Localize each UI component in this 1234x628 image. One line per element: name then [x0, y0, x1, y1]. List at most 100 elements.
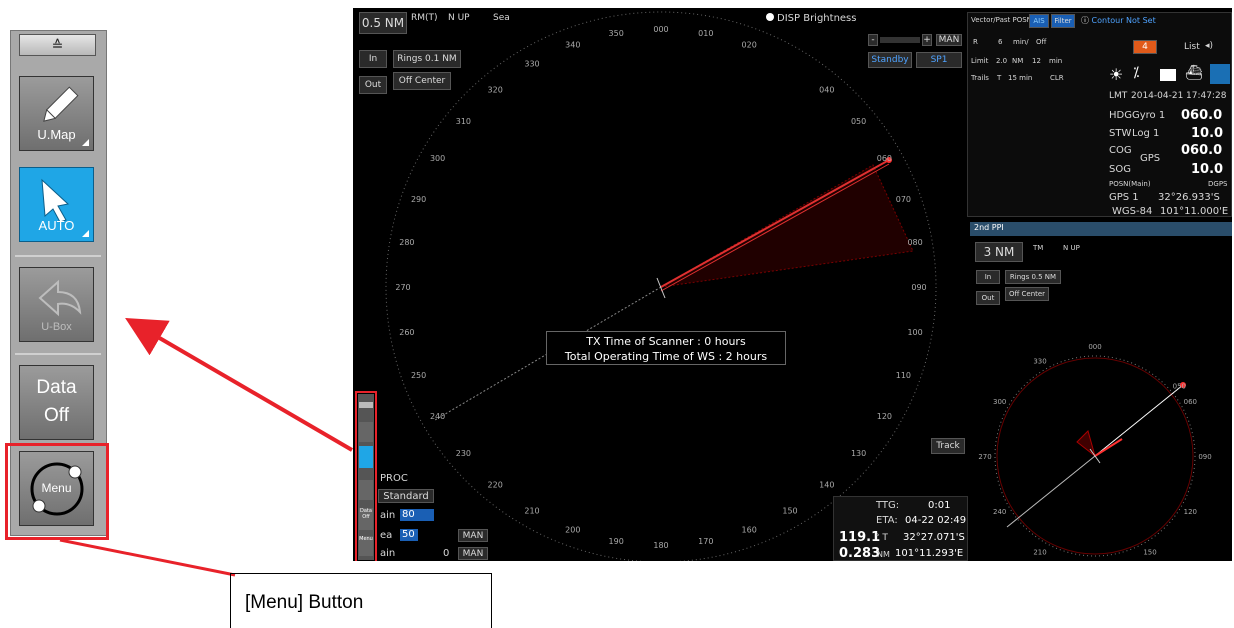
off-center-label: Off Center [398, 76, 446, 86]
callout-text: [Menu] Button [245, 592, 364, 613]
bearing-label: 330 [524, 60, 539, 69]
lmt-label: LMT [1109, 91, 1128, 101]
proc-select[interactable]: Standard [378, 489, 434, 503]
menu-highlight-box [5, 443, 109, 540]
own-lat: 32°26.933'S [1158, 192, 1220, 203]
submenu-indicator-icon [82, 139, 89, 146]
limit-min-value[interactable]: 12 [1032, 57, 1041, 65]
orientation-select[interactable]: N UP [448, 13, 470, 23]
trails-mode[interactable]: T [997, 74, 1002, 82]
sp1-button[interactable]: SP1 [916, 52, 962, 68]
brightness-slider[interactable] [880, 37, 920, 43]
ppi2-off-center-label: Off Center [1008, 290, 1046, 298]
bearing-label: 310 [456, 117, 471, 126]
ppi2-in-label: In [984, 273, 992, 281]
bearing-label: 290 [411, 195, 426, 204]
vector-time-value[interactable]: 6 [998, 38, 1003, 46]
motion-mode-select[interactable]: RM(T) [411, 13, 438, 23]
alert-list-button[interactable]: List [1184, 42, 1200, 52]
ppi2-rings-button[interactable]: Rings 0.5 NM [1005, 270, 1061, 284]
ppi2-motion-select[interactable]: TM [1033, 244, 1044, 252]
ais-button[interactable]: AIS [1029, 14, 1049, 28]
mini-menu-button[interactable]: Menu [359, 536, 373, 556]
auto-cursor-button[interactable]: AUTO [19, 167, 94, 242]
mini-umap-button[interactable] [359, 422, 373, 442]
brightness-minus-button[interactable]: - [868, 34, 878, 46]
trails-time[interactable]: 15 min [1008, 74, 1033, 82]
brightness-plus-button[interactable]: + [922, 34, 932, 46]
mini-scroll-button[interactable] [359, 402, 373, 408]
rain-man-button[interactable]: MAN [458, 547, 488, 560]
hdg-source-select[interactable]: Gyro 1 [1132, 110, 1166, 121]
ppi2-orientation-select[interactable]: N UP [1063, 244, 1080, 252]
rings-label: Rings 0.1 NM [397, 54, 457, 64]
range-out-button[interactable]: Out [359, 76, 387, 94]
track-button[interactable]: Track [931, 438, 965, 454]
undo-button[interactable]: U-Box [19, 267, 94, 342]
alert-count-badge[interactable]: 4 [1133, 40, 1157, 54]
divider [15, 255, 101, 257]
speaker-icon[interactable]: ◂) [1205, 41, 1214, 51]
sea-man-button[interactable]: MAN [458, 529, 488, 542]
cog-sog-source-select[interactable]: GPS [1140, 153, 1161, 164]
limit-min-unit: min [1049, 57, 1063, 65]
ppi2-out-button[interactable]: Out [976, 291, 1000, 305]
view-icon[interactable] [1210, 64, 1230, 84]
off-center-button[interactable]: Off Center [393, 72, 451, 90]
standby-button[interactable]: Standby [868, 52, 912, 68]
ppi2-out-label: Out [981, 294, 995, 302]
ppi2-range-display[interactable]: 3 NM [975, 242, 1023, 262]
bearing-label: 060 [877, 154, 892, 163]
bearing-label: 020 [742, 41, 757, 50]
ppi2-off-center-button[interactable]: Off Center [1005, 287, 1049, 301]
range-display[interactable]: 0.5 NM [359, 12, 407, 34]
mini-auto-button[interactable] [359, 446, 373, 468]
hdg-label: HDG [1109, 110, 1132, 121]
disp-brightness[interactable]: DISP Brightness [766, 13, 856, 24]
lmt-date: 2014-04-21 [1131, 91, 1184, 101]
data-off-button[interactable]: Data Off [19, 365, 94, 440]
bearing-label: 210 [524, 506, 539, 515]
filter-button[interactable]: Filter [1051, 14, 1075, 28]
sea-select[interactable]: Sea [493, 13, 510, 23]
menu-button[interactable]: Menu [19, 451, 94, 526]
bearing-label: 260 [399, 328, 414, 337]
past-posn-select[interactable]: Off [1036, 38, 1047, 46]
sea-clutter-slider[interactable]: 50 [400, 529, 418, 541]
toolbar-scroll-button[interactable]: ≙ [19, 34, 96, 56]
mini-data-off-button[interactable]: Data Off [359, 508, 373, 530]
ppi2-in-button[interactable]: In [976, 270, 1000, 284]
rain-man-label: MAN [462, 548, 484, 559]
info-panel [967, 12, 1232, 217]
range-in-button[interactable]: In [359, 50, 387, 68]
pencil-icon [43, 86, 79, 122]
brightness-man-button[interactable]: MAN [936, 34, 962, 46]
trails-clear[interactable]: CLR [1050, 74, 1064, 82]
stw-source-select[interactable]: Log 1 [1132, 128, 1160, 139]
cursor-readout-panel [833, 496, 968, 561]
bearing-label: 160 [742, 525, 757, 534]
info-icon: ⓘ [1081, 16, 1092, 25]
ppi2-bearing-label: 210 [1033, 548, 1046, 556]
vector-r[interactable]: R [973, 38, 978, 46]
display-icon[interactable] [1160, 69, 1176, 81]
ppi2-scope[interactable]: 000050060090120150180210240270300330 [970, 301, 1232, 561]
mini-undo-button[interactable] [359, 480, 373, 500]
rings-button[interactable]: Rings 0.1 NM [393, 50, 461, 68]
rain-clutter-value[interactable]: 0 [443, 548, 450, 559]
bearing-label: 150 [782, 506, 797, 515]
standby-label: Standby [871, 55, 909, 65]
limit-value[interactable]: 2.0 [996, 57, 1008, 65]
main-ppi-scope[interactable]: 000 0100200400500600700800901001101201301… [353, 8, 1232, 561]
undo-arrow-icon [38, 279, 82, 317]
sun-icon[interactable]: ☀ [1109, 65, 1124, 84]
gain-slider[interactable]: 80 [400, 509, 434, 521]
brilliance-icon[interactable]: ⁒ [1133, 65, 1140, 81]
menu-label: Menu [41, 481, 72, 495]
posn-source-select[interactable]: GPS 1 [1109, 192, 1139, 203]
cog-label: COG [1109, 145, 1132, 156]
user-map-button[interactable]: U.Map [19, 76, 94, 151]
operating-time-line: Total Operating Time of WS : 2 hours [564, 350, 768, 363]
ship-icon[interactable]: ⛴ [1185, 65, 1203, 81]
